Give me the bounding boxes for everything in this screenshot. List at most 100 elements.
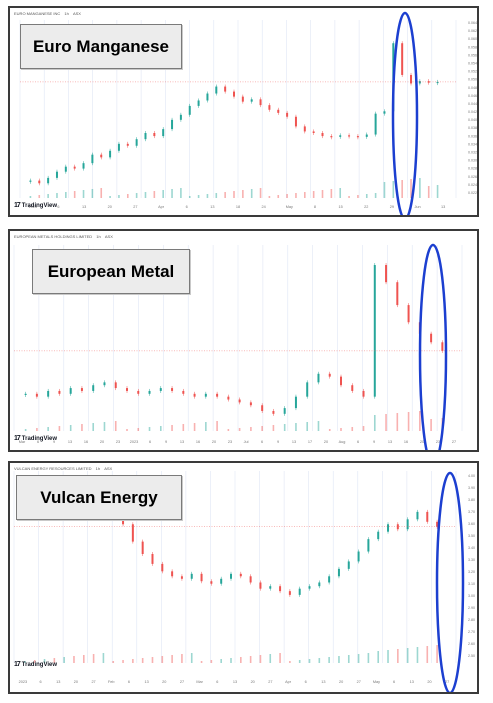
ticker-name: VULCAN ENERGY RESOURCES LIMITED	[14, 466, 92, 471]
volume-bar	[308, 659, 311, 663]
tradingview-icon: 17	[14, 435, 21, 442]
volume-bar	[103, 422, 106, 431]
volume-bar	[73, 191, 76, 198]
volume-bar	[112, 661, 115, 663]
candle	[337, 568, 340, 577]
volume-bar	[63, 657, 65, 663]
volume-bar	[180, 188, 182, 198]
exchange: ASX	[104, 234, 113, 239]
x-tick-label: 23	[116, 440, 120, 444]
volume-bar	[430, 419, 432, 431]
x-tick-label: 16	[404, 440, 408, 444]
y-tick-label: 0.050	[468, 78, 477, 82]
candle	[396, 282, 399, 306]
volume-bar	[92, 423, 95, 431]
volume-bar	[351, 427, 354, 431]
x-tick-label: 20	[251, 680, 255, 684]
candle	[100, 154, 103, 158]
x-tick-label: May	[286, 205, 293, 209]
volume-bar	[122, 660, 124, 663]
timeframe[interactable]: 1h	[95, 466, 101, 471]
y-tick-label: 0.052	[468, 70, 477, 74]
x-tick-label: 13	[441, 205, 445, 209]
candle	[426, 511, 429, 522]
volume-bar	[24, 661, 26, 663]
x-tick-label: 29	[390, 205, 394, 209]
candle	[418, 81, 421, 84]
volume-bar	[162, 190, 164, 198]
candle	[161, 563, 164, 572]
candle	[64, 166, 67, 172]
volume-bar	[295, 193, 297, 198]
x-tick-label: 20	[74, 680, 78, 684]
candle	[153, 132, 156, 137]
volume-bar	[289, 661, 291, 663]
highlight-oval	[391, 11, 419, 215]
candle	[330, 136, 333, 138]
candle	[288, 591, 291, 595]
volume-bar	[383, 182, 386, 198]
y-tick-label: 3.70	[468, 510, 475, 514]
candle	[109, 150, 112, 158]
volume-bar	[82, 190, 85, 198]
volume-bar	[171, 425, 173, 431]
x-tick-label: 9	[165, 440, 167, 444]
candle	[117, 143, 120, 151]
volume-bar	[210, 660, 213, 663]
y-tick-label: 0.024	[468, 183, 477, 187]
candle	[373, 265, 376, 397]
x-tick-label: 9	[373, 440, 375, 444]
volume-bar	[357, 195, 359, 198]
candle	[69, 388, 72, 394]
y-tick-label: 2.80	[468, 618, 475, 622]
candle	[91, 154, 94, 164]
volume-bar	[312, 191, 315, 198]
y-tick-label: 2.50	[468, 654, 475, 658]
volume-bar	[132, 659, 134, 663]
volume-bar	[92, 654, 95, 663]
volume-bar	[144, 192, 147, 198]
volume-bar	[141, 658, 144, 663]
x-tick-label: 6	[37, 440, 39, 444]
volume-bar	[304, 192, 306, 198]
candle	[216, 393, 219, 397]
volume-bar	[328, 657, 330, 663]
volume-bar	[340, 428, 342, 431]
volume-bar	[193, 423, 196, 431]
candle	[436, 81, 439, 84]
volume-bar	[401, 180, 403, 198]
volume-bar	[91, 189, 94, 198]
volume-bar	[272, 425, 275, 431]
candle	[29, 180, 32, 182]
x-tick-label: 6	[357, 440, 359, 444]
y-tick-label: 0.040	[468, 118, 477, 122]
x-tick-label: 20	[420, 440, 424, 444]
tradingview-logo[interactable]: 17 TradingView	[14, 202, 57, 209]
volume-bar	[250, 189, 253, 198]
candle	[385, 265, 388, 283]
tradingview-logo[interactable]: 17 TradingView	[14, 435, 57, 442]
x-tick-label: 27	[133, 205, 137, 209]
volume-bar	[148, 427, 151, 431]
volume-bar	[24, 429, 27, 431]
volume-bar	[118, 195, 120, 198]
y-tick-label: 0.062	[468, 29, 477, 33]
candle	[47, 390, 50, 397]
candle	[249, 402, 252, 406]
candle	[171, 119, 174, 130]
volume-bar	[298, 660, 301, 663]
y-tick-label: 0.056	[468, 53, 477, 57]
y-tick-label: 3.20	[468, 570, 475, 574]
x-tick-label: 6	[39, 680, 41, 684]
candle	[141, 541, 144, 554]
volume-bar	[102, 653, 105, 663]
candle	[383, 111, 386, 114]
volume-bar	[419, 178, 421, 198]
candle	[204, 393, 207, 397]
timeframe[interactable]: 1h	[96, 234, 101, 239]
candle	[377, 531, 380, 540]
volume-bar	[318, 658, 321, 663]
tradingview-logo[interactable]: 17 TradingView	[14, 661, 57, 668]
y-tick-label: 0.064	[468, 21, 477, 25]
timeframe[interactable]: 1h	[64, 11, 69, 16]
